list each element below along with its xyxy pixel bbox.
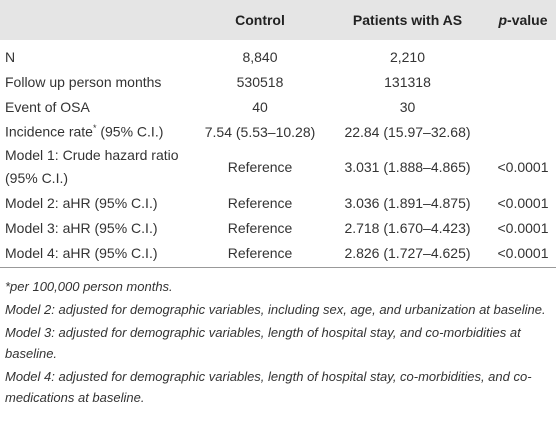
table-cell xyxy=(490,69,556,94)
table-cell xyxy=(490,119,556,144)
label-text: Follow up person months xyxy=(5,73,162,90)
table-row: N 8,840 2,210 xyxy=(0,40,556,69)
results-table: Control Patients with AS p-value N 8,840 2… xyxy=(0,0,556,268)
table-row: Model 2: aHR (95% C.I.) Reference 3.036 (1… xyxy=(0,190,556,215)
row-label: Follow up person months xyxy=(0,69,195,94)
table-cell: 40 xyxy=(252,98,268,115)
table-cell: <0.0001 xyxy=(497,159,549,175)
table-cell: Reference xyxy=(227,194,293,211)
row-label: N xyxy=(0,40,195,69)
table-cell xyxy=(490,94,556,119)
header-blank xyxy=(0,0,195,40)
label-text: N xyxy=(5,48,16,65)
label-text: Model 4: aHR (95% C.I.) xyxy=(5,244,158,261)
table-cell: 7.54 (5.53–10.28) xyxy=(204,123,316,140)
label-text: Incidence rate xyxy=(5,123,93,140)
label-text: Event of OSA xyxy=(5,98,90,115)
row-label: Model 4: aHR (95% C.I.) xyxy=(0,240,195,268)
footnote: Model 3: adjusted for demographic variab… xyxy=(5,325,521,361)
table-cell: Reference xyxy=(195,240,325,268)
table-cell: <0.0001 xyxy=(497,194,549,211)
table-cell: <0.0001 xyxy=(490,240,556,268)
header-text: -value xyxy=(507,12,548,28)
table-cell: 22.84 (15.97–32.68) xyxy=(344,123,471,140)
table-row: Model 4: aHR (95% C.I.) Reference 2.826 (1… xyxy=(0,240,556,268)
row-label: Model 1: Crude hazard ratio (95% C.I.) xyxy=(0,144,195,190)
footnote: Model 2: adjusted for demographic variab… xyxy=(5,302,546,317)
table-cell: 530518 xyxy=(236,73,284,90)
footnote: *per 100,000 person months. xyxy=(5,279,173,294)
table-row: Model 3: aHR (95% C.I.) Reference 2.718 (1… xyxy=(0,215,556,240)
row-label: Model 3: aHR (95% C.I.) xyxy=(0,215,195,240)
header-cell: Patients with AS xyxy=(352,12,463,28)
footnotes: *per 100,000 person months. Model 2: adju… xyxy=(0,268,556,408)
label-text: (95% C.I.) xyxy=(96,123,164,140)
table-row: Model 1: Crude hazard ratio (95% C.I.) Re… xyxy=(0,144,556,190)
label-text: Model 3: aHR (95% C.I.) xyxy=(5,219,158,236)
header-italic: p xyxy=(498,12,508,28)
row-label: Model 2: aHR (95% C.I.) xyxy=(0,190,195,215)
table-cell: 3.036 (1.891–4.875) xyxy=(344,194,471,211)
row-label: Incidence rate* (95% C.I.) xyxy=(0,119,195,144)
table-cell: 131318 xyxy=(384,73,431,90)
table-row: Follow up person months 530518 131318 xyxy=(0,69,556,94)
table-cell: <0.0001 xyxy=(497,219,549,236)
table-row: Event of OSA 40 30 xyxy=(0,94,556,119)
label-text: Model 2: aHR (95% C.I.) xyxy=(5,194,158,211)
header-row: Control Patients with AS p-value xyxy=(0,0,556,40)
table-cell xyxy=(490,40,556,69)
footnote: Model 4: adjusted for demographic variab… xyxy=(5,369,532,405)
label-sup: * xyxy=(92,123,97,134)
table-cell: Reference xyxy=(227,159,293,175)
table-header: Control Patients with AS p-value xyxy=(0,0,556,40)
row-label: Event of OSA xyxy=(0,94,195,119)
table-cell: 2.718 (1.670–4.423) xyxy=(344,219,471,236)
table-row: Incidence rate* (95% C.I.) 7.54 (5.53–10.… xyxy=(0,119,556,144)
table-cell: 8,840 xyxy=(242,48,278,65)
table-cell: 2.826 (1.727–4.625) xyxy=(325,240,490,268)
header-cell: Control xyxy=(235,12,285,28)
table-cell: 30 xyxy=(399,98,416,115)
header-cell: p-value xyxy=(490,0,556,40)
table-cell: 3.031 (1.888–4.865) xyxy=(344,159,471,175)
label-text: Model 1: Crude hazard ratio (95% C.I.) xyxy=(5,147,179,186)
table-body: N 8,840 2,210 Follow up person months 530518… xyxy=(0,40,556,268)
table-cell: 2,210 xyxy=(389,48,426,65)
table-cell: Reference xyxy=(227,219,293,236)
